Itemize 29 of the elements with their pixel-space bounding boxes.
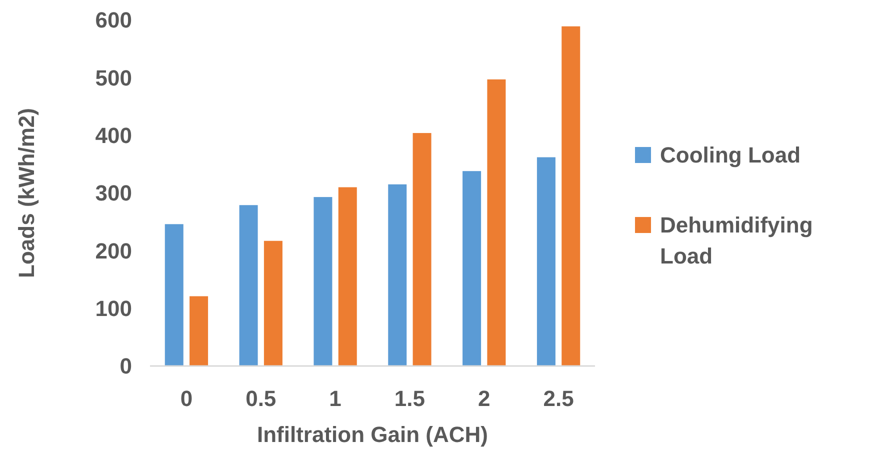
x-tick-label: 1.5	[394, 386, 426, 411]
bar	[264, 240, 282, 366]
y-tick-label: 200	[95, 238, 132, 264]
x-axis-title: Infiltration Gain (ACH)	[257, 422, 488, 447]
y-tick-label: 600	[95, 8, 132, 33]
y-tick-label: 300	[95, 180, 132, 206]
bar	[239, 205, 258, 366]
x-tick-label: 2	[478, 386, 490, 411]
bar	[412, 133, 432, 366]
y-tick-label: 100	[95, 296, 132, 322]
bar	[562, 26, 580, 366]
bar	[487, 79, 506, 366]
bar	[536, 157, 556, 366]
bar	[338, 187, 357, 366]
y-tick-label: 500	[95, 65, 132, 90]
bar	[314, 197, 332, 366]
y-axis-title: Loads (kWh/m2)	[14, 108, 39, 278]
bar	[190, 296, 208, 366]
bar	[462, 171, 482, 366]
y-tick-label: 0	[120, 354, 132, 379]
x-tick-label: 0	[180, 386, 193, 411]
legend-label: Dehumidifying Load	[660, 212, 813, 269]
bar	[388, 184, 407, 366]
bar	[164, 224, 184, 366]
x-tick-label: 1	[329, 386, 342, 411]
y-tick-label: 400	[95, 123, 132, 148]
legend-label: Cooling Load	[660, 142, 801, 168]
x-tick-label: 2.5	[543, 386, 574, 411]
x-tick-label: 0.5	[246, 386, 276, 411]
